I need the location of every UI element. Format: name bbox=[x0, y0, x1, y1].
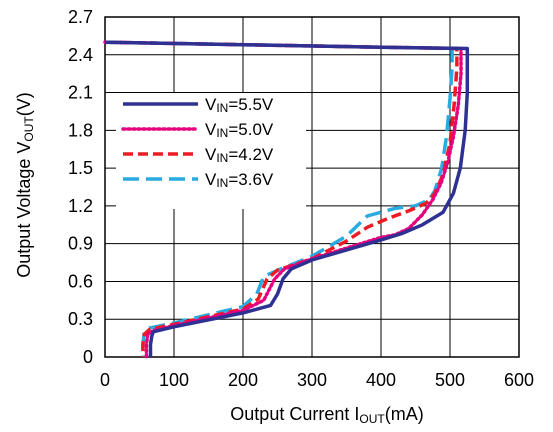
x-tick-label-2: 200 bbox=[228, 370, 258, 390]
legend-label-2: VIN=4.2V bbox=[205, 145, 274, 165]
x-tick-label-0: 0 bbox=[100, 370, 110, 390]
x-tick-label-4: 400 bbox=[366, 370, 396, 390]
plot-frame bbox=[104, 16, 520, 358]
y-tick-label-9: 2.7 bbox=[68, 7, 93, 27]
legend-label-1: VIN=5.0V bbox=[205, 120, 274, 140]
x-tick-label-1: 100 bbox=[159, 370, 189, 390]
y-tick-labels: 0 0.3 0.6 0.9 1.2 1.5 1.8 2.1 2.4 2.7 bbox=[68, 7, 93, 367]
legend-label-3: VIN=3.6V bbox=[205, 170, 274, 190]
y-tick-label-1: 0.3 bbox=[68, 309, 93, 329]
x-tick-label-6: 600 bbox=[504, 370, 534, 390]
legend-label-0: VIN=5.5V bbox=[205, 95, 274, 115]
series-line-2 bbox=[104, 40, 459, 357]
y-tick-label-7: 2.1 bbox=[68, 83, 93, 103]
series-lines bbox=[103, 40, 470, 359]
x-tick-label-3: 300 bbox=[297, 370, 327, 390]
series-line-0 bbox=[104, 40, 470, 357]
x-tick-label-5: 500 bbox=[435, 370, 465, 390]
y-tick-label-4: 1.2 bbox=[68, 196, 93, 216]
legend: VIN=5.5V VIN=5.0V VIN=4.2V VIN=3.6V bbox=[116, 93, 306, 209]
y-tick-label-2: 0.6 bbox=[68, 271, 93, 291]
y-tick-label-3: 0.9 bbox=[68, 234, 93, 254]
x-axis-title: Output Current IOUT(mA) bbox=[230, 404, 423, 426]
y-tick-label-6: 1.8 bbox=[68, 120, 93, 140]
y-tick-label-0: 0 bbox=[83, 347, 93, 367]
x-tick-labels: 0 100 200 300 400 500 600 bbox=[100, 370, 534, 390]
y-tick-label-5: 1.5 bbox=[68, 158, 93, 178]
legend-box bbox=[116, 93, 306, 209]
y-tick-label-8: 2.4 bbox=[68, 45, 93, 65]
y-axis-title: Output Voltage VOUT(V) bbox=[14, 92, 36, 277]
